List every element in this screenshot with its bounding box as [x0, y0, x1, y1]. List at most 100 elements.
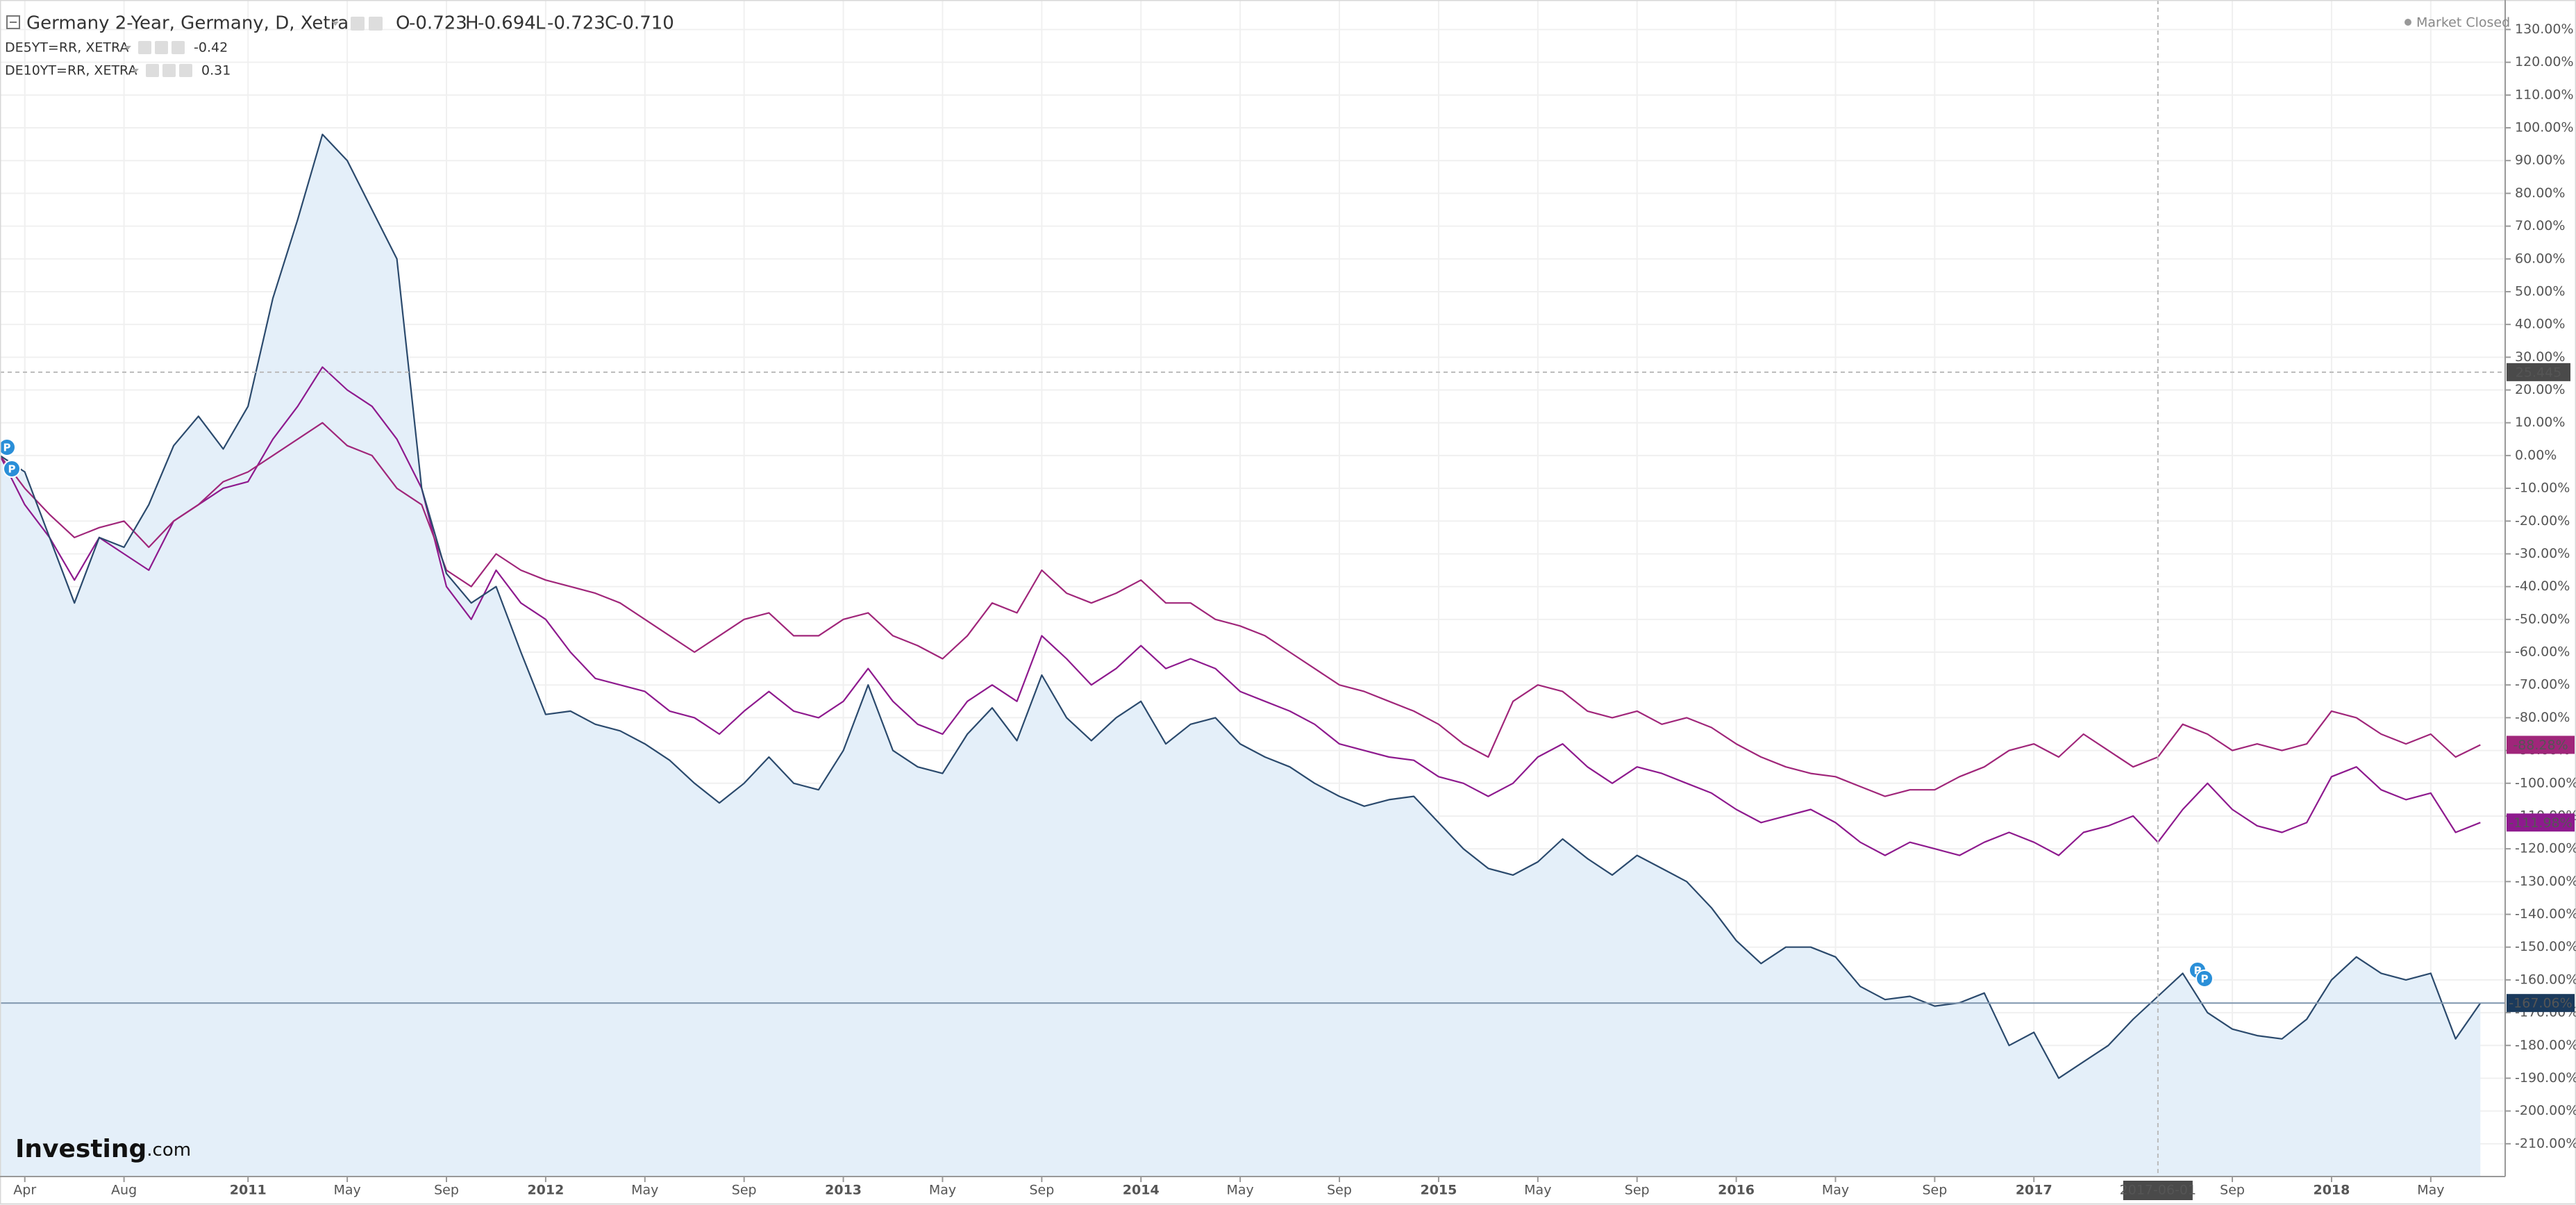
- legend-icon: [146, 64, 159, 77]
- x-tick-label: May: [333, 1183, 360, 1198]
- x-tick-label: Sep: [1922, 1183, 1947, 1198]
- crosshair-y-box: [2507, 363, 2570, 381]
- y-tick-label: -160.00%: [2515, 972, 2576, 987]
- x-tick-label: 2011: [230, 1183, 267, 1198]
- y-tick-label: 70.00%: [2515, 218, 2565, 233]
- x-tick-label: 2014: [1123, 1183, 1160, 1198]
- y-tick-label: -80.00%: [2515, 710, 2570, 725]
- y-tick-label: -40.00%: [2515, 579, 2570, 594]
- event-marker: [0, 438, 16, 456]
- y-tick-label: -10.00%: [2515, 481, 2570, 496]
- event-marker-text: P: [2194, 965, 2202, 977]
- hide-icon[interactable]: [369, 17, 383, 31]
- x-tick-label: Apr: [13, 1183, 36, 1198]
- x-tick-label: 2016: [1718, 1183, 1755, 1198]
- y-tick-label: 10.00%: [2515, 415, 2565, 430]
- legend-name: DE5YT=RR, XETRA: [5, 40, 128, 56]
- ohlc-value: -0.723: [547, 13, 605, 34]
- y-tick-label: 0.00%: [2515, 447, 2557, 463]
- y-tick-label: 30.00%: [2515, 349, 2565, 365]
- y-tick-label: -50.00%: [2515, 611, 2570, 626]
- event-marker: [3, 460, 21, 478]
- y-tick-label: -30.00%: [2515, 546, 2570, 561]
- status-dot: [2404, 19, 2411, 26]
- price-label: -111.98%: [2509, 815, 2572, 831]
- x-tick-label: 2018: [2313, 1183, 2350, 1198]
- x-tick-label: Sep: [1029, 1183, 1054, 1198]
- x-tick-label: Sep: [434, 1183, 459, 1198]
- y-tick-label: 60.00%: [2515, 251, 2565, 266]
- logo-main: Investing: [15, 1135, 147, 1163]
- x-tick-label: 2017: [2016, 1183, 2052, 1198]
- event-marker-text: P: [2201, 973, 2209, 986]
- chart-title: Germany 2-Year, Germany, D, Xetra: [26, 13, 349, 34]
- legend-icon: [162, 64, 176, 77]
- legend-caret: [132, 69, 139, 73]
- series-line: [0, 422, 2481, 797]
- legend-icon: [155, 41, 168, 54]
- legend-value: -0.42: [194, 40, 228, 56]
- y-tick-label: -130.00%: [2515, 874, 2576, 889]
- legend-icon: [138, 41, 151, 54]
- y-tick-label: 120.00%: [2515, 54, 2574, 69]
- market-status: Market Closed: [2416, 15, 2510, 31]
- event-marker-text: P: [3, 442, 11, 454]
- y-tick-label: 90.00%: [2515, 153, 2565, 168]
- x-tick-label: 2012: [527, 1183, 564, 1198]
- x-tick-label: 2013: [825, 1183, 862, 1198]
- x-tick-label: 2015: [1420, 1183, 1457, 1198]
- y-tick-label: -70.00%: [2515, 677, 2570, 692]
- event-marker-text: P: [8, 463, 16, 476]
- y-tick-label: -190.00%: [2515, 1070, 2576, 1086]
- ohlc-value: -0.710: [616, 13, 674, 34]
- x-tick-label: Sep: [1625, 1183, 1650, 1198]
- x-tick-label: May: [1822, 1183, 1849, 1198]
- x-tick-label: Sep: [2220, 1183, 2245, 1198]
- y-tick-label: -180.00%: [2515, 1038, 2576, 1053]
- x-tick-label: Sep: [732, 1183, 757, 1198]
- y-tick-label: -100.00%: [2515, 775, 2576, 790]
- dropdown-caret[interactable]: [332, 22, 339, 26]
- x-tick-label: Sep: [1327, 1183, 1352, 1198]
- legend-icon: [179, 64, 192, 77]
- y-tick-label: 40.00%: [2515, 317, 2565, 332]
- ohlc-key: C: [605, 13, 617, 34]
- price-label: -167.06%: [2509, 996, 2572, 1011]
- y-tick-label: -150.00%: [2515, 939, 2576, 954]
- y-tick-label: -120.00%: [2515, 841, 2576, 856]
- legend-value: 0.31: [201, 63, 231, 78]
- logo-suffix: .com: [147, 1140, 191, 1161]
- ohlc-key: L: [535, 13, 546, 34]
- y-tick-label: -60.00%: [2515, 645, 2570, 660]
- y-tick-label: -140.00%: [2515, 906, 2576, 922]
- y-tick-label: -200.00%: [2515, 1103, 2576, 1118]
- crosshair-y-label: 25.445: [2516, 365, 2561, 380]
- y-tick-label: 100.00%: [2515, 120, 2574, 135]
- price-label-box: [2507, 813, 2575, 832]
- ohlc-key: O: [396, 13, 410, 34]
- crosshair-x-box: [2123, 1181, 2193, 1200]
- y-tick-label: 80.00%: [2515, 185, 2565, 201]
- y-tick-label: 20.00%: [2515, 382, 2565, 397]
- x-tick-label: May: [631, 1183, 658, 1198]
- x-tick-label: May: [2417, 1183, 2444, 1198]
- area-fill: [0, 134, 2481, 1177]
- x-tick-label: Aug: [111, 1183, 137, 1198]
- x-tick-label: May: [929, 1183, 956, 1198]
- price-label-box: [2507, 736, 2575, 754]
- legend-icon: [172, 41, 185, 54]
- series-line: [0, 133, 2482, 1079]
- series-line: [0, 366, 2481, 856]
- price-label: -88.28%: [2513, 738, 2568, 753]
- x-tick-label: May: [1524, 1183, 1551, 1198]
- legend: DE5YT=RR, XETRA -0.42 DE10YT=RR, XETRA 0.31: [5, 40, 231, 78]
- legend-caret: [124, 46, 131, 50]
- ohlc-value: -0.694: [478, 13, 536, 34]
- crosshair-x-label: 2017-06-01: [2120, 1183, 2196, 1198]
- event-marker: [2196, 970, 2214, 988]
- y-tick-label: 130.00%: [2515, 22, 2574, 37]
- settings-icon[interactable]: [351, 17, 365, 31]
